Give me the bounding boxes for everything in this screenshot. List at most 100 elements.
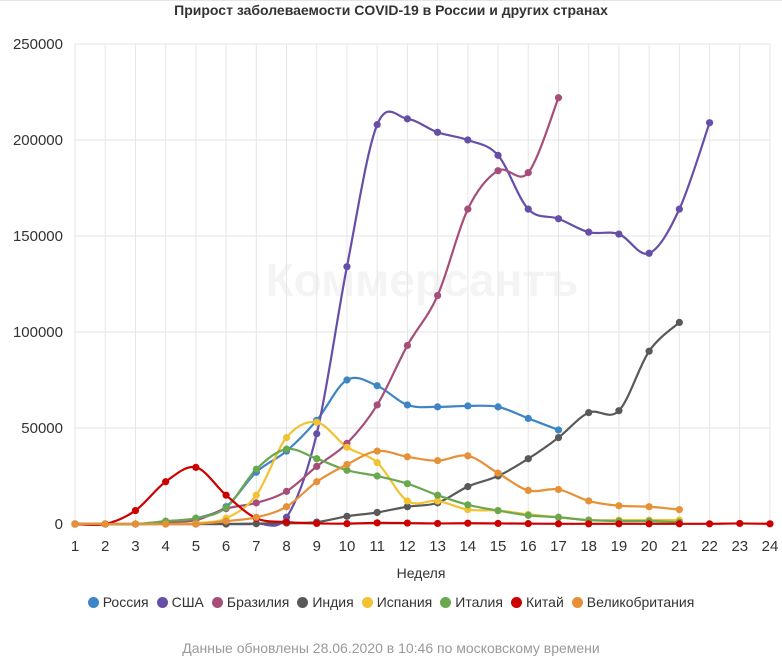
series-Индия-point xyxy=(675,318,683,326)
legend-item[interactable]: США xyxy=(156,594,204,610)
series-Испания-point xyxy=(434,497,442,505)
series-Италия-point xyxy=(313,455,321,463)
series-Бразилия-point xyxy=(554,94,563,102)
x-tick-label: 22 xyxy=(701,538,718,555)
series-Россия-point xyxy=(403,401,411,409)
chart-title: Прирост заболеваемости COVID-19 в России… xyxy=(174,2,608,18)
legend-item[interactable]: Великобритания xyxy=(571,594,695,610)
series-Великобритания-point xyxy=(585,497,593,505)
series-США-point xyxy=(585,228,593,236)
series-Индия-point xyxy=(373,508,381,517)
series-Бразилия-point xyxy=(434,291,442,300)
series-США-line xyxy=(73,110,711,527)
series-Бразилия-point xyxy=(464,205,472,213)
series-Россия-point xyxy=(343,376,351,384)
series-Бразилия-point xyxy=(494,167,502,175)
legend-label: Италия xyxy=(455,594,503,610)
series-Испания-point xyxy=(343,443,351,451)
series-Китай-point xyxy=(615,520,623,528)
legend-label: Китай xyxy=(525,594,564,610)
series-Бразилия-point xyxy=(313,462,321,470)
legend-marker-icon xyxy=(361,597,373,608)
legend-item[interactable]: Россия xyxy=(87,594,149,610)
watermark: Коммерсантъ xyxy=(266,254,579,306)
legend-label: Испания xyxy=(376,594,433,610)
x-tick-label: 20 xyxy=(641,538,658,555)
series-Италия-point xyxy=(343,466,351,474)
series-Россия-point xyxy=(554,426,563,434)
update-note: Данные обновлены 28.06.2020 в 10:46 по м… xyxy=(182,640,600,656)
x-tick-label: 14 xyxy=(459,538,476,555)
legend-marker-icon xyxy=(211,597,223,608)
legend-item[interactable]: Италия xyxy=(440,594,503,610)
series-Италия-point xyxy=(373,472,381,480)
series-Италия-point xyxy=(252,465,260,473)
series-Испания-point xyxy=(373,458,381,467)
chart-legend: Россия США Бразилия Индия Испания Италия Китай… xyxy=(0,594,782,610)
x-tick-label: 6 xyxy=(222,538,230,555)
series-Бразилия-point xyxy=(524,169,532,177)
x-tick-label: 1 xyxy=(71,538,79,555)
series-Италия-point xyxy=(554,513,563,521)
series-Великобритания-point xyxy=(675,506,683,514)
series-Великобритания-point xyxy=(192,520,200,528)
y-tick-label: 50000 xyxy=(21,420,63,437)
series-Великобритания-point xyxy=(434,457,442,465)
legend-marker-icon xyxy=(87,597,99,608)
legend-item[interactable]: Испания xyxy=(361,594,433,610)
series-Китай-point xyxy=(675,520,683,528)
x-tick-label: 16 xyxy=(520,538,537,555)
series-Китай-point xyxy=(464,519,472,527)
series-Бразилия-point xyxy=(403,341,411,350)
series-Великобритания-point xyxy=(615,502,623,510)
series-Великобритания-point xyxy=(464,452,472,460)
series-Индия-point xyxy=(524,455,532,463)
series-США-point xyxy=(615,230,623,238)
x-tick-label: 5 xyxy=(192,538,200,555)
x-tick-label: 4 xyxy=(161,538,169,555)
series-Китай-point xyxy=(645,520,653,528)
series-Италия-point xyxy=(524,511,532,519)
series-Россия-point xyxy=(434,403,442,411)
series-США-point xyxy=(524,205,532,213)
legend-label: Великобритания xyxy=(586,594,695,610)
series-Испания-point xyxy=(403,497,411,505)
series-Великобритания-point xyxy=(162,520,170,528)
legend-marker-icon xyxy=(440,597,452,608)
series-Индия-point xyxy=(585,409,593,417)
legend-item[interactable]: Китай xyxy=(510,594,564,610)
legend-label: Бразилия xyxy=(226,594,290,610)
legend-item[interactable]: Бразилия xyxy=(211,594,290,610)
y-tick-label: 150000 xyxy=(13,228,63,245)
series-Индия-point xyxy=(554,434,563,442)
series-Индия-point xyxy=(645,347,653,355)
series-Великобритания-point xyxy=(222,517,230,525)
series-Великобритания-point xyxy=(403,453,411,461)
series-Великобритания-point xyxy=(494,469,502,477)
series-Великобритания-point xyxy=(343,460,351,469)
x-tick-label: 12 xyxy=(399,538,416,555)
x-tick-label: 9 xyxy=(313,538,321,555)
legend-marker-icon xyxy=(297,597,309,608)
x-tick-label: 15 xyxy=(490,538,507,555)
legend-item[interactable]: Индия xyxy=(297,594,354,610)
top-border xyxy=(0,0,782,17)
series-Великобритания-point xyxy=(554,485,563,494)
legend-label: Россия xyxy=(102,594,149,610)
x-axis-label: Неделя xyxy=(397,565,446,581)
y-tick-label: 0 xyxy=(55,516,63,533)
series-Бразилия-point xyxy=(282,487,291,495)
series-Италия-point xyxy=(464,501,472,509)
x-tick-label: 13 xyxy=(429,538,446,555)
series-Индия-point xyxy=(343,512,351,520)
x-tick-label: 7 xyxy=(252,538,260,555)
x-tick-label: 17 xyxy=(550,538,567,555)
series-Великобритания-point xyxy=(645,503,653,511)
y-tick-label: 200000 xyxy=(13,132,63,149)
series-Испания-point xyxy=(313,418,321,426)
series-США-point xyxy=(313,430,321,438)
series-Великобритания-point xyxy=(101,520,109,528)
legend-marker-icon xyxy=(156,597,168,608)
x-tick-label: 2 xyxy=(101,538,109,555)
